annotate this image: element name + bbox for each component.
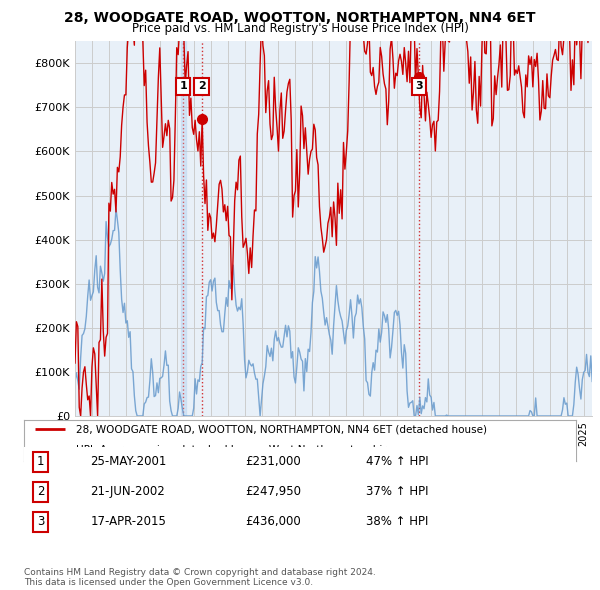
Text: Price paid vs. HM Land Registry's House Price Index (HPI): Price paid vs. HM Land Registry's House …	[131, 22, 469, 35]
Text: 1: 1	[37, 455, 44, 468]
Text: 38% ↑ HPI: 38% ↑ HPI	[366, 515, 428, 529]
Text: 28, WOODGATE ROAD, WOOTTON, NORTHAMPTON, NN4 6ET (detached house): 28, WOODGATE ROAD, WOOTTON, NORTHAMPTON,…	[76, 424, 487, 434]
Text: 1: 1	[179, 81, 187, 91]
Text: 37% ↑ HPI: 37% ↑ HPI	[366, 485, 429, 499]
Text: 25-MAY-2001: 25-MAY-2001	[90, 455, 167, 468]
Text: 3: 3	[415, 81, 423, 91]
Text: 47% ↑ HPI: 47% ↑ HPI	[366, 455, 429, 468]
Text: HPI: Average price, detached house, West Northamptonshire: HPI: Average price, detached house, West…	[76, 445, 394, 455]
Text: £247,950: £247,950	[245, 485, 301, 499]
Text: £436,000: £436,000	[245, 515, 301, 529]
Text: Contains HM Land Registry data © Crown copyright and database right 2024.
This d: Contains HM Land Registry data © Crown c…	[24, 568, 376, 587]
Text: 3: 3	[37, 515, 44, 529]
Text: 17-APR-2015: 17-APR-2015	[90, 515, 166, 529]
Text: 2: 2	[37, 485, 44, 499]
Text: 28, WOODGATE ROAD, WOOTTON, NORTHAMPTON, NN4 6ET: 28, WOODGATE ROAD, WOOTTON, NORTHAMPTON,…	[64, 11, 536, 25]
Text: 21-JUN-2002: 21-JUN-2002	[90, 485, 165, 499]
Bar	[181, 41, 186, 416]
Text: 2: 2	[197, 81, 205, 91]
Text: £231,000: £231,000	[245, 455, 301, 468]
